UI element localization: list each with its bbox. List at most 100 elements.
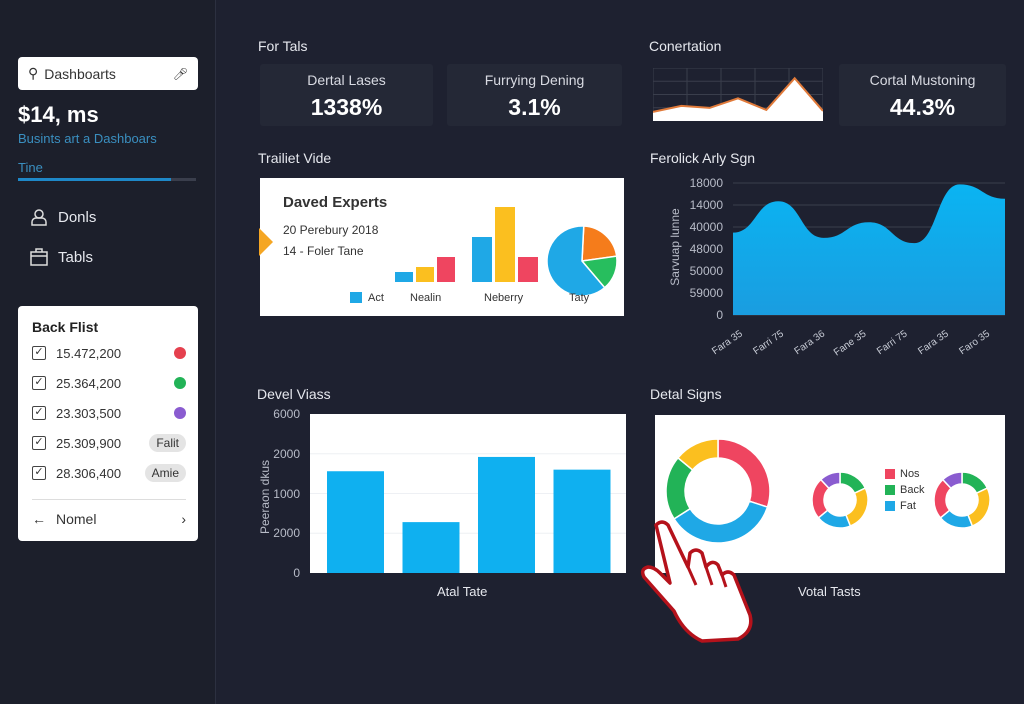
- kpi-label: Furrying Dening: [484, 72, 585, 88]
- search-input[interactable]: ⚲ Dashboarts 🎤︎: [18, 57, 198, 90]
- legend-label: Fat: [900, 500, 916, 512]
- section-title: Conertation: [649, 38, 722, 54]
- sparkline-line: [653, 76, 823, 113]
- card-heading: Daved Experts: [283, 194, 388, 211]
- x-tick-label: Fane 35: [832, 328, 869, 358]
- back-list-card: Back Flist ✓ 15.472,200 ✓ 25.364,200 ✓ 23.303…: [18, 306, 198, 541]
- sparkline-area: [653, 78, 823, 121]
- legend-label: Nos: [900, 468, 920, 480]
- chevron-right-icon[interactable]: ›: [181, 511, 186, 527]
- experts-card: Daved Experts 20 Perebury 2018 14 - Fole…: [259, 178, 624, 316]
- card-title: Back Flist: [32, 319, 99, 335]
- bar: [518, 257, 538, 282]
- pie-slice: [581, 225, 618, 262]
- pagination[interactable]: ← Nomel ›: [32, 511, 186, 527]
- bar: [478, 456, 535, 573]
- list-item-value: 23.303,500: [56, 405, 122, 421]
- checkbox[interactable]: ✓: [32, 406, 46, 420]
- legend-swatch: [885, 501, 895, 511]
- bar: [327, 471, 384, 573]
- y-tick-label: 48000: [689, 242, 723, 256]
- legend-item: Back: [885, 484, 924, 496]
- donut-segment: [844, 487, 869, 528]
- status-dot-icon: [174, 407, 186, 419]
- list-item[interactable]: ✓ 25.309,900 Falit: [32, 432, 186, 454]
- donut-charts: [665, 438, 991, 544]
- pagination-label: Nomel: [56, 511, 97, 527]
- user-icon: [31, 209, 47, 226]
- donut-segment: [819, 471, 841, 490]
- list-item[interactable]: ✓ 28.306,400 Amie: [32, 462, 186, 484]
- status-badge: Falit: [149, 434, 186, 452]
- x-tick-label: Faro 35: [957, 328, 992, 357]
- experts-chart: [395, 207, 618, 297]
- bar: [402, 522, 460, 573]
- bar: [416, 267, 434, 282]
- status-dot-icon: [174, 347, 186, 359]
- group-label: Nealin: [410, 292, 442, 304]
- sparkline-chart: [653, 68, 823, 121]
- y-tick-label: 18000: [689, 176, 723, 190]
- legend-swatch: [885, 469, 895, 479]
- bar: [437, 257, 455, 282]
- y-tick-label: 0: [716, 308, 723, 322]
- card-subline: 14 - Foler Tane: [283, 244, 364, 258]
- sidebar-item-donls[interactable]: Donls: [30, 208, 96, 226]
- checkbox[interactable]: ✓: [32, 436, 46, 450]
- sidebar-item-tabls[interactable]: Tabls: [30, 248, 93, 266]
- list-item-value: 15.472,200: [56, 345, 122, 361]
- y-tick-label: 0: [293, 566, 300, 580]
- section-title: Trailiet Vide: [258, 150, 332, 166]
- section-title: Devel Viass: [257, 386, 331, 402]
- hand-pointer-icon: [640, 520, 753, 643]
- y-tick-label: 6000: [273, 407, 300, 421]
- checkbox[interactable]: ✓: [32, 376, 46, 390]
- legend-swatch: [350, 292, 362, 303]
- arrow-left-icon[interactable]: ←: [32, 511, 46, 527]
- kpi-value: 3.1%: [508, 94, 561, 120]
- x-tick-label: Farri 75: [751, 328, 786, 357]
- area-chart: Fara 35 Farri 75 Fara 36 Fane 35 Farri 75 Far…: [710, 182, 1005, 359]
- x-axis-label: Votal Tasts: [798, 584, 861, 599]
- microphone-icon[interactable]: 🎤︎: [172, 66, 188, 81]
- y-tick-label: 2000: [273, 526, 300, 541]
- amount: $14, ms: [18, 102, 99, 127]
- x-tick-label: Fara 35: [710, 328, 745, 357]
- sidebar: ⚲ Dashboarts 🎤︎ $14, ms Busints art a Da…: [0, 0, 216, 704]
- list-item[interactable]: ✓ 25.364,200: [32, 372, 186, 394]
- kpi-card: Dertal Lases 1338%: [260, 64, 433, 126]
- y-tick-label: 1000: [273, 486, 300, 501]
- subtitle: Busints art a Dashboars: [18, 131, 157, 146]
- y-tick-label: 59000: [689, 286, 723, 300]
- kpi-value: 1338%: [310, 94, 383, 120]
- donut-segment: [717, 438, 771, 509]
- legend-swatch: [885, 485, 895, 495]
- x-tick-label: Fara 35: [916, 328, 951, 357]
- kpi-card: Cortal Mustoning 44.3%: [839, 64, 1006, 126]
- divider: [32, 499, 186, 500]
- search-value: Dashboarts: [44, 65, 116, 82]
- donut-segment: [941, 471, 963, 490]
- legend-item: Nos: [885, 468, 920, 480]
- checkbox[interactable]: ✓: [32, 346, 46, 360]
- x-tick-label: Farri 75: [875, 328, 910, 357]
- area-series: [733, 184, 1005, 315]
- checkbox[interactable]: ✓: [32, 466, 46, 480]
- kpi-card: Furrying Dening 3.1%: [447, 64, 622, 126]
- y-tick-label: 2000: [273, 446, 300, 461]
- y-tick-label: 50000: [689, 264, 723, 278]
- kpi-value: 44.3%: [889, 94, 956, 120]
- donut-segment: [676, 438, 719, 472]
- x-axis-label: Atal Tate: [437, 584, 488, 599]
- legend-item: Fat: [885, 500, 916, 512]
- marker-arrow-icon: [259, 228, 273, 256]
- list-item-value: 28.306,400: [56, 465, 122, 481]
- section-title: Detal Signs: [650, 386, 722, 402]
- section-title: For Tals: [258, 38, 308, 54]
- card-date: 20 Perebury 2018: [283, 223, 379, 237]
- pie-slice: [546, 225, 606, 297]
- list-item[interactable]: ✓ 15.472,200: [32, 342, 186, 364]
- donut-segment: [966, 487, 991, 528]
- progress-bar: [18, 178, 196, 181]
- list-item[interactable]: ✓ 23.303,500: [32, 402, 186, 424]
